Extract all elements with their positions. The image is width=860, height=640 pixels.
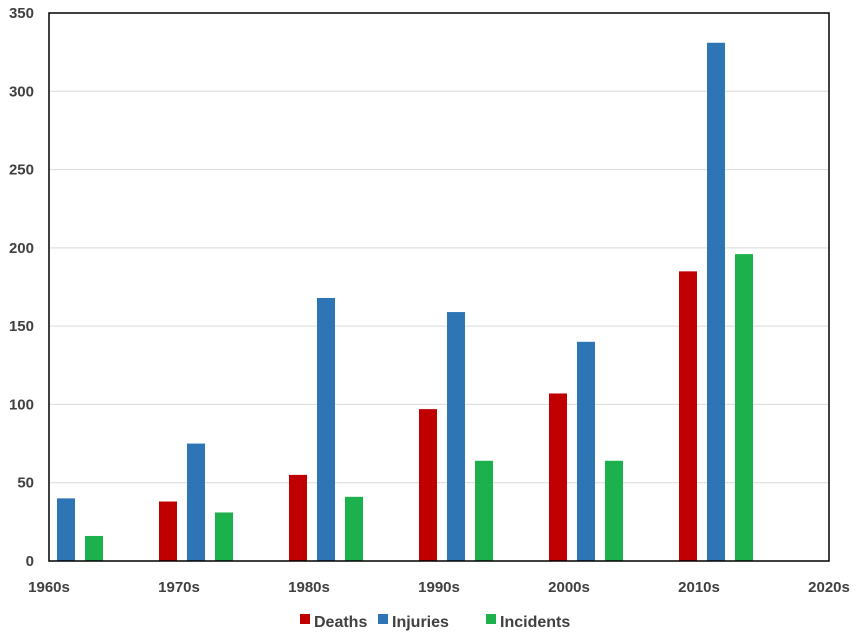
y-tick-label: 250 <box>9 162 34 179</box>
bar-incidents-1990s <box>475 460 493 561</box>
gridlines <box>49 90 829 484</box>
plot-area-border <box>48 12 830 562</box>
x-tick-label: 2020s <box>808 579 850 596</box>
bar-incidents-1980s <box>345 496 363 561</box>
bar-injuries-2010s <box>707 42 725 561</box>
bar-deaths-1990s <box>419 409 437 561</box>
bar-injuries-1960s <box>57 498 75 561</box>
x-tick-label: 1960s <box>28 579 70 596</box>
y-tick-label: 50 <box>17 475 34 492</box>
bar-incidents-2000s <box>605 460 623 561</box>
x-tick-label: 1980s <box>288 579 330 596</box>
y-tick-label: 300 <box>9 83 34 100</box>
bar-deaths-1970s <box>159 501 177 561</box>
bar-incidents-1970s <box>215 512 233 561</box>
y-axis-tick-labels: 0 50 100 150 200 250 300 350 <box>9 5 34 570</box>
legend-label-injuries: Injuries <box>392 614 449 631</box>
bar-deaths-2000s <box>549 393 567 561</box>
legend-label-incidents: Incidents <box>500 614 570 631</box>
bar-injuries-1970s <box>187 443 205 561</box>
x-tick-label: 1990s <box>418 579 460 596</box>
bar-injuries-2000s <box>577 341 595 561</box>
y-tick-label: 200 <box>9 240 34 257</box>
y-tick-label: 0 <box>26 553 34 570</box>
legend-swatch-deaths <box>300 614 310 624</box>
bars <box>57 42 753 561</box>
x-tick-label: 2000s <box>548 579 590 596</box>
legend-swatch-incidents <box>486 614 496 624</box>
bar-deaths-2010s <box>679 271 697 561</box>
bar-injuries-1990s <box>447 312 465 561</box>
y-tick-label: 100 <box>9 396 34 413</box>
x-tick-label: 2010s <box>678 579 720 596</box>
legend-label-deaths: Deaths <box>314 614 367 631</box>
y-tick-label: 350 <box>9 5 34 22</box>
bar-incidents-1960s <box>85 535 103 561</box>
bar-incidents-2010s <box>735 254 753 561</box>
legend: Deaths Injuries Incidents <box>300 614 570 631</box>
legend-swatch-injuries <box>378 614 388 624</box>
bar-injuries-1980s <box>317 297 335 561</box>
y-tick-label: 150 <box>9 318 34 335</box>
bar-deaths-1980s <box>289 474 307 561</box>
x-axis-tick-labels: 1960s 1970s 1980s 1990s 2000s 2010s 2020s <box>28 579 850 596</box>
x-tick-label: 1970s <box>158 579 200 596</box>
